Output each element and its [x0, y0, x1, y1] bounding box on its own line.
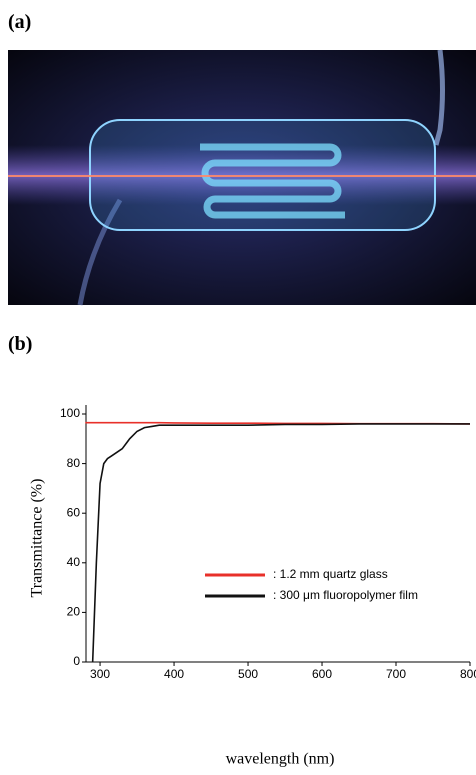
y-tick-label: 0: [73, 654, 80, 668]
y-axis-title: Transmittance (%): [29, 479, 46, 598]
x-tick-label: 400: [164, 667, 184, 681]
x-tick-label: 800: [460, 667, 476, 681]
y-tick-label: 20: [67, 605, 81, 619]
x-tick-label: 700: [386, 667, 406, 681]
x-tick-label: 500: [238, 667, 258, 681]
y-tick-label: 80: [67, 456, 81, 470]
x-tick-label: 300: [90, 667, 110, 681]
y-tick-label: 60: [67, 505, 81, 519]
series-line: [93, 424, 470, 662]
y-tick-label: 40: [67, 555, 81, 569]
figure: (a) (b) Transmittance (%) wavelength (nm…: [0, 0, 476, 775]
x-axis-title: wavelength (nm): [226, 751, 335, 768]
photo: [8, 50, 476, 305]
panel-label: (a): [8, 11, 31, 33]
panel-label: (b): [8, 333, 32, 355]
x-tick-label: 600: [312, 667, 332, 681]
legend-label: : 300 μm fluoropolymer film: [273, 588, 418, 602]
y-tick-label: 100: [60, 406, 80, 420]
legend-label: : 1.2 mm quartz glass: [273, 567, 388, 581]
